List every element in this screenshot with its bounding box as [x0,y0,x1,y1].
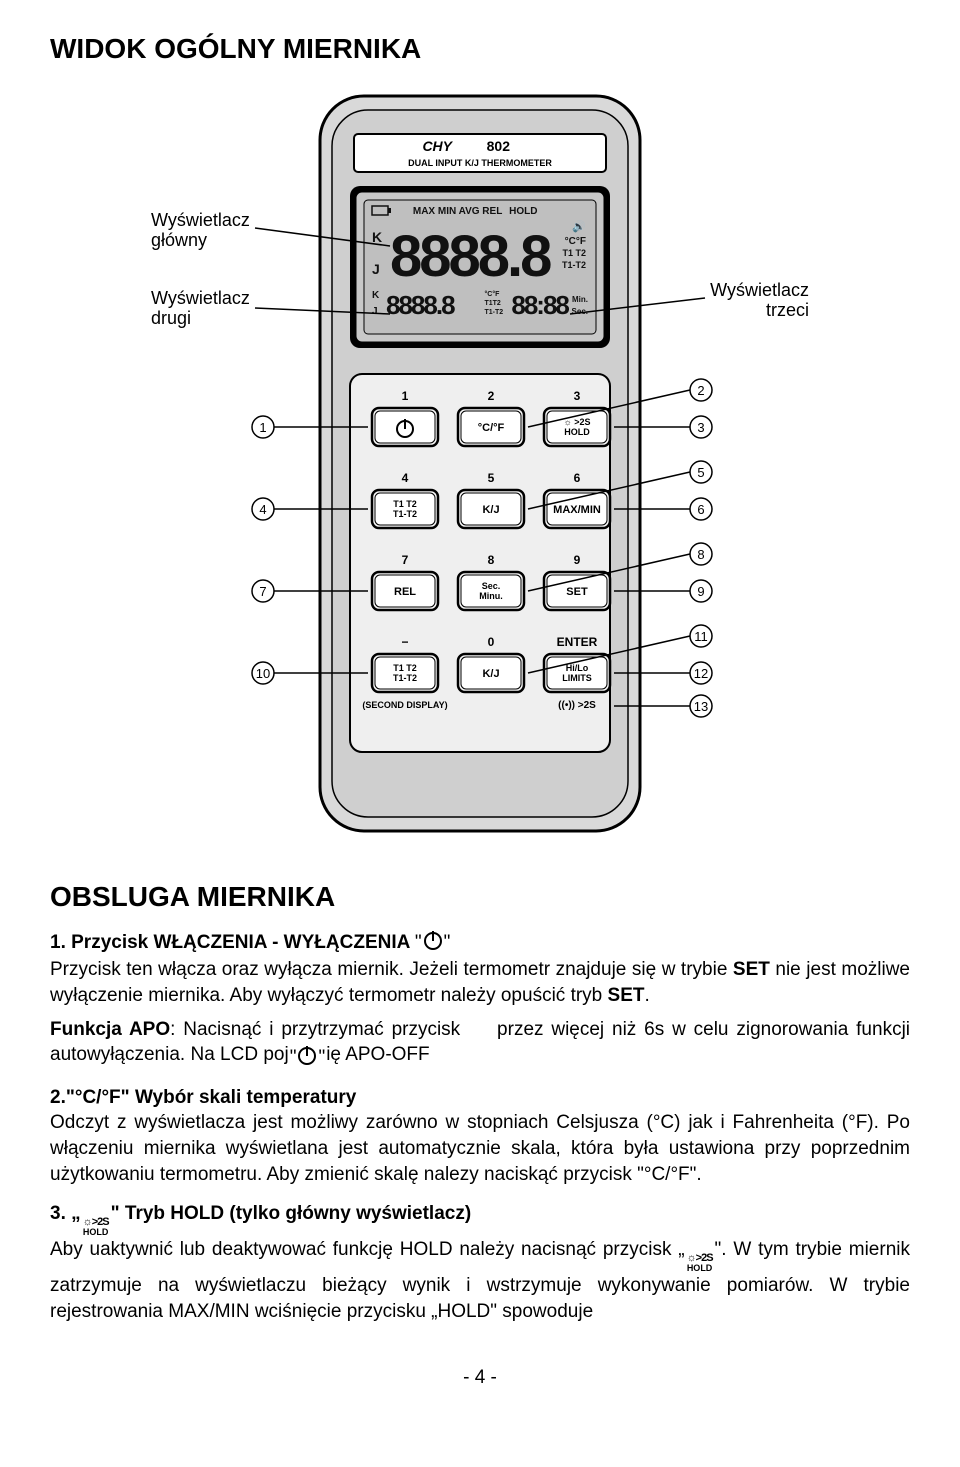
meter-figure: CHY802DUAL INPUT K/J THERMOMETERMAX MIN … [145,86,815,856]
svg-text:K/J: K/J [482,504,499,516]
svg-text:T1 T2: T1 T2 [393,663,417,673]
svg-text:T1 T2: T1 T2 [562,248,586,258]
svg-text:Sec.: Sec. [482,581,501,591]
svg-text:J: J [372,261,380,277]
svg-text:1: 1 [259,420,266,435]
svg-text:8888.8: 8888.8 [390,224,551,289]
svg-text:Wyświetlacz: Wyświetlacz [151,210,250,230]
close-quote-1: " [444,932,451,953]
power-icon-inline [298,1047,316,1065]
svg-text:LIMITS: LIMITS [562,673,592,683]
s3-p1a: Aby uaktywnić lub deaktywować funkcję HO… [50,1239,685,1260]
svg-text:3: 3 [697,420,704,435]
svg-text:SET: SET [566,586,588,598]
svg-text:5: 5 [697,465,704,480]
svg-text:°C/°F: °C/°F [478,422,505,434]
svg-text:4: 4 [259,502,266,517]
svg-text:trzeci: trzeci [766,300,809,320]
svg-text:2: 2 [697,383,704,398]
s1-p1-bold: SET [733,959,770,980]
svg-text:Hi/Lo: Hi/Lo [566,663,589,673]
svg-text:°C°F: °C°F [565,236,586,247]
page-number: - 4 - [50,1365,910,1391]
svg-text:Min.: Min. [572,295,588,304]
svg-text:HOLD: HOLD [564,427,590,437]
s1-title-prefix: 1. Przycisk WŁĄCZENIA - WYŁĄCZENIA [50,932,415,953]
svg-text:drugi: drugi [151,308,191,328]
svg-text:3: 3 [574,389,581,403]
svg-text:T1-T2: T1-T2 [393,673,417,683]
svg-text:((•)) >2S: ((•)) >2S [558,700,596,711]
s1-p1-bold2: SET [608,985,645,1006]
svg-text:T1-T2: T1-T2 [484,309,503,316]
svg-text:T1-T2: T1-T2 [393,509,417,519]
meter-diagram: CHY802DUAL INPUT K/J THERMOMETERMAX MIN … [145,86,815,856]
svg-text:8: 8 [697,547,704,562]
svg-text:5: 5 [488,471,495,485]
svg-text:MAX MIN AVG REL: MAX MIN AVG REL [413,206,502,217]
section-1: 1. Przycisk WŁĄCZENIA - WYŁĄCZENIA " " Pr… [50,930,910,1071]
svg-text:8888.8: 8888.8 [386,290,455,320]
power-icon [424,932,442,950]
svg-text:Wyświetlacz: Wyświetlacz [151,288,250,308]
svg-text:6: 6 [574,471,581,485]
s3-mid: " [111,1203,125,1224]
svg-text:(SECOND DISPLAY): (SECOND DISPLAY) [362,700,447,710]
svg-text:1: 1 [402,389,409,403]
svg-text:8: 8 [488,553,495,567]
section-3: 3. „☼>2SHOLD" Tryb HOLD (tylko główny wy… [50,1201,910,1324]
svg-text:4: 4 [402,471,409,485]
svg-text:11: 11 [694,629,708,644]
svg-text:🔊: 🔊 [572,219,586,233]
svg-text:HOLD: HOLD [509,206,537,217]
svg-text:0: 0 [488,635,495,649]
svg-text:T1-T2: T1-T2 [562,260,586,270]
s1-p1a: Przycisk ten włącza oraz wyłącza miernik… [50,959,733,980]
s2-title: 2."°C/°F" Wybór skali temperatury [50,1087,356,1108]
svg-text:6: 6 [697,502,704,517]
page-title: WIDOK OGÓLNY MIERNIKA [50,30,910,68]
s3-prefix: 3. „ [50,1203,81,1224]
svg-text:K: K [372,290,380,301]
svg-text:7: 7 [259,584,266,599]
hold-icon: ☼>2SHOLD [83,1217,109,1237]
svg-text:10: 10 [256,666,270,681]
open-quote-1: " [415,932,422,953]
svg-text:T1 T2: T1 T2 [393,499,417,509]
s2-body: Odczyt z wyświetlacza jest możliwy zarów… [50,1110,910,1187]
svg-text:Wyświetlacz: Wyświetlacz [710,280,809,300]
svg-text:2: 2 [488,389,495,403]
svg-text:Minu.: Minu. [479,591,503,601]
svg-text:802: 802 [487,138,511,154]
svg-text:DUAL INPUT K/J THERMOMETER: DUAL INPUT K/J THERMOMETER [408,158,552,168]
svg-text:główny: główny [151,230,207,250]
svg-text:°C°F: °C°F [484,290,500,298]
hold-icon-2: ☼>2SHOLD [687,1253,713,1273]
s1-p2d: ię APO-OFF [326,1044,429,1065]
svg-text:7: 7 [402,553,409,567]
s1-p2a: Funkcja APO [50,1019,170,1040]
svg-text:−: − [401,635,408,649]
section-2: 2."°C/°F" Wybór skali temperatury Odczyt… [50,1085,910,1188]
svg-text:13: 13 [694,699,708,714]
svg-text:MAX/MIN: MAX/MIN [553,504,601,516]
svg-text:J: J [372,306,378,317]
page-subtitle: OBSLUGA MIERNIKA [50,878,910,916]
svg-text:9: 9 [574,553,581,567]
svg-text:K/J: K/J [482,668,499,680]
svg-text:88:88: 88:88 [511,290,569,320]
svg-text:T1T2: T1T2 [484,300,500,307]
svg-text:12: 12 [694,666,708,681]
s1-p1c: . [644,985,649,1006]
s1-p2b: : Nacisnąć i przytrzymać przycisk [170,1019,468,1040]
svg-text:K: K [372,229,382,245]
svg-text:9: 9 [697,584,704,599]
svg-text:ENTER: ENTER [557,635,598,649]
s3-title: Tryb HOLD (tylko główny wyświetlacz) [125,1203,471,1224]
svg-text:CHY: CHY [422,138,453,154]
svg-text:REL: REL [394,586,416,598]
